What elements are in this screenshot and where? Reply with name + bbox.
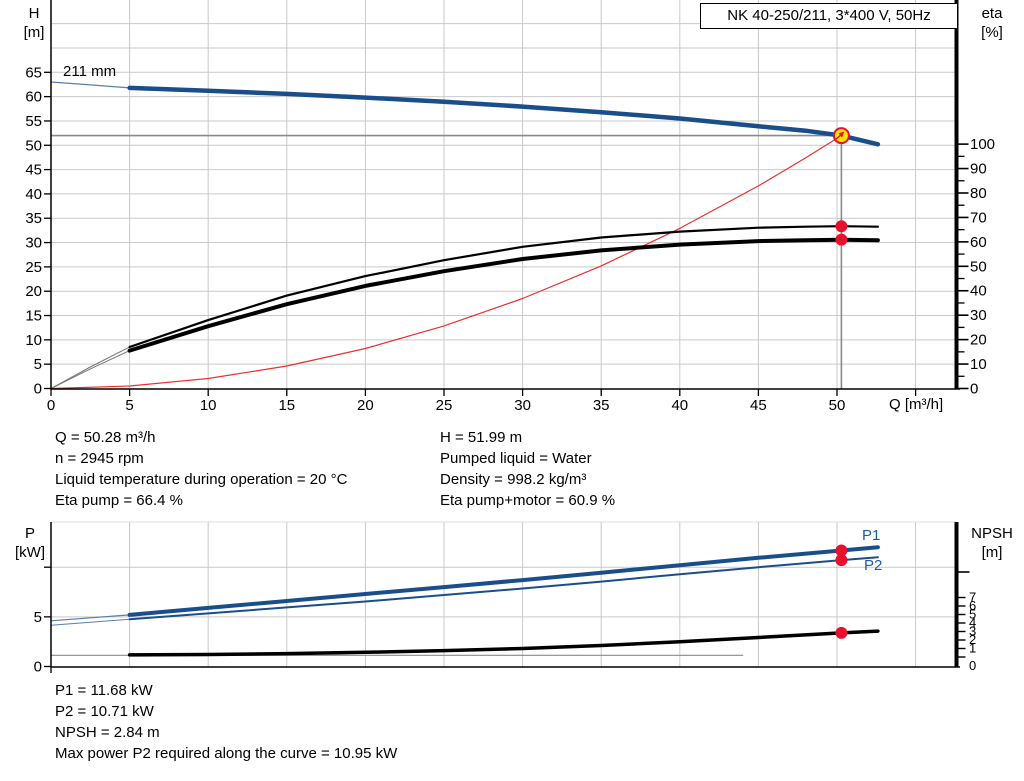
result-eta-pump-motor: Eta pump+motor = 60.9 %	[440, 492, 616, 509]
eta-pump-curve	[128, 225, 880, 349]
npsh-tick-label: 1	[969, 641, 976, 656]
p-axis-title: P [kW]	[6, 524, 54, 562]
h-tick-label: 30	[25, 235, 42, 252]
p2-curve	[128, 556, 879, 621]
q-tick-label: 45	[750, 397, 767, 414]
q-axis-title: Q [m³/h]	[889, 396, 944, 413]
p1-point	[835, 544, 848, 557]
eta-tick-label: 60	[970, 234, 987, 251]
p-tick-label: 5	[34, 609, 42, 626]
result-max-power: Max power P2 required along the curve = …	[55, 745, 398, 762]
eta-tick-label: 40	[970, 283, 987, 300]
h-tick-label: 65	[25, 64, 42, 81]
p1-ext	[50, 614, 131, 622]
result-p1: P1 = 11.68 kW	[55, 682, 153, 699]
h-tick-label: 10	[25, 332, 42, 349]
eta-tick-label: 70	[970, 209, 987, 226]
eta-axis-title-line1: eta	[981, 5, 1003, 22]
h-tick-label: 50	[25, 137, 42, 154]
h-axis-title-line2: [m]	[23, 24, 45, 41]
npsh-tick-label: 4	[969, 615, 976, 630]
h-tick-label: 5	[34, 356, 42, 373]
p2-curve-label: P2	[864, 557, 883, 574]
eta-tick-label: 80	[970, 185, 987, 202]
eta-tick-label: 100	[970, 136, 995, 153]
npsh-tick-label: 3	[969, 624, 976, 639]
npsh-curve	[127, 629, 880, 657]
results-bottom: P1 = 11.68 kW P2 = 10.71 kW NPSH = 2.84 …	[55, 680, 397, 764]
eta-axis-title-line2: [%]	[981, 24, 1003, 41]
npsh-tick-label: 0	[969, 658, 976, 673]
pump-title-box: NK 40-250/211, 3*400 V, 50Hz	[700, 3, 958, 29]
q-tick-label: 50	[829, 397, 846, 414]
p-tick-label: 0	[34, 659, 42, 676]
eta-tick-label: 90	[970, 161, 987, 178]
eta-tick-label: 0	[970, 381, 978, 398]
npsh-axis-title: NPSH [m]	[962, 524, 1022, 562]
results-top-right: H = 51.99 m Pumped liquid = Water Densit…	[440, 427, 615, 511]
result-q: Q = 50.28 m³/h	[55, 429, 156, 446]
eta-tick-label: 50	[970, 258, 987, 275]
q-tick-label: 10	[200, 397, 217, 414]
npsh-tick-label: 5	[969, 607, 976, 622]
impeller-diameter-label: 211 mm	[63, 63, 117, 80]
p2-point	[835, 554, 848, 567]
h-tick-label: 20	[25, 283, 42, 300]
q-tick-label: 5	[125, 397, 133, 414]
q-tick-label: 15	[278, 397, 295, 414]
p-axis-title-line1: P	[24, 525, 35, 542]
q-tick-label: 30	[514, 397, 531, 414]
eta-axis-title: eta [%]	[968, 4, 1016, 42]
eta-tick-label: 30	[970, 307, 987, 324]
h-tick-label: 55	[25, 113, 42, 130]
eta-tick-label: 10	[970, 356, 987, 373]
result-h: H = 51.99 m	[440, 429, 523, 446]
h-tick-label: 25	[25, 259, 42, 276]
npsh-point	[835, 626, 848, 639]
h-tick-label: 0	[34, 381, 42, 398]
q-tick-label: 40	[671, 397, 688, 414]
result-liquid-temp: Liquid temperature during operation = 20…	[55, 471, 348, 488]
h-tick-label: 15	[25, 308, 42, 325]
pump-curve-ext	[50, 81, 131, 89]
result-pumped-liquid: Pumped liquid = Water	[440, 450, 592, 467]
npsh-tick-label: 2	[969, 632, 976, 647]
q-tick-label: 20	[357, 397, 374, 414]
duty-point-arrowhead	[838, 131, 845, 138]
result-n: n = 2945 rpm	[55, 450, 144, 467]
h-tick-label: 60	[25, 89, 42, 106]
h-tick-label: 45	[25, 162, 42, 179]
eta-pump-motor-point	[835, 233, 848, 246]
system-curve	[50, 135, 843, 390]
eta-pump-point	[835, 220, 848, 233]
p1-curve-label: P1	[862, 527, 881, 544]
q-tick-label: 35	[593, 397, 610, 414]
h-tick-label: 35	[25, 210, 42, 227]
result-p2: P2 = 10.71 kW	[55, 703, 154, 720]
eta-pump-motor-curve	[127, 237, 880, 353]
eta-pump-ext	[50, 346, 131, 389]
q-tick-label: 25	[436, 397, 453, 414]
h-axis-title: H [m]	[14, 4, 54, 42]
eta-tick-label: 20	[970, 332, 987, 349]
npsh-tick-label: 6	[969, 598, 976, 613]
h-axis-title-line1: H	[28, 5, 40, 22]
q-tick-label: 0	[47, 397, 55, 414]
npsh-axis-title-line1: NPSH	[971, 525, 1013, 542]
npsh-axis-title-line2: [m]	[981, 544, 1003, 561]
p1-curve	[127, 545, 880, 617]
eta-pump-motor-ext	[50, 350, 131, 389]
h-tick-label: 40	[25, 186, 42, 203]
npsh-tick-label: 7	[969, 590, 976, 605]
p2-ext	[50, 618, 131, 626]
results-top-left: Q = 50.28 m³/h n = 2945 rpm Liquid tempe…	[55, 427, 347, 511]
p-axis-title-line2: [kW]	[15, 544, 45, 561]
result-npsh: NPSH = 2.84 m	[55, 724, 160, 741]
result-eta-pump: Eta pump = 66.4 %	[55, 492, 183, 509]
result-density: Density = 998.2 kg/m³	[440, 471, 587, 488]
pump-curve-211mm	[127, 85, 881, 147]
